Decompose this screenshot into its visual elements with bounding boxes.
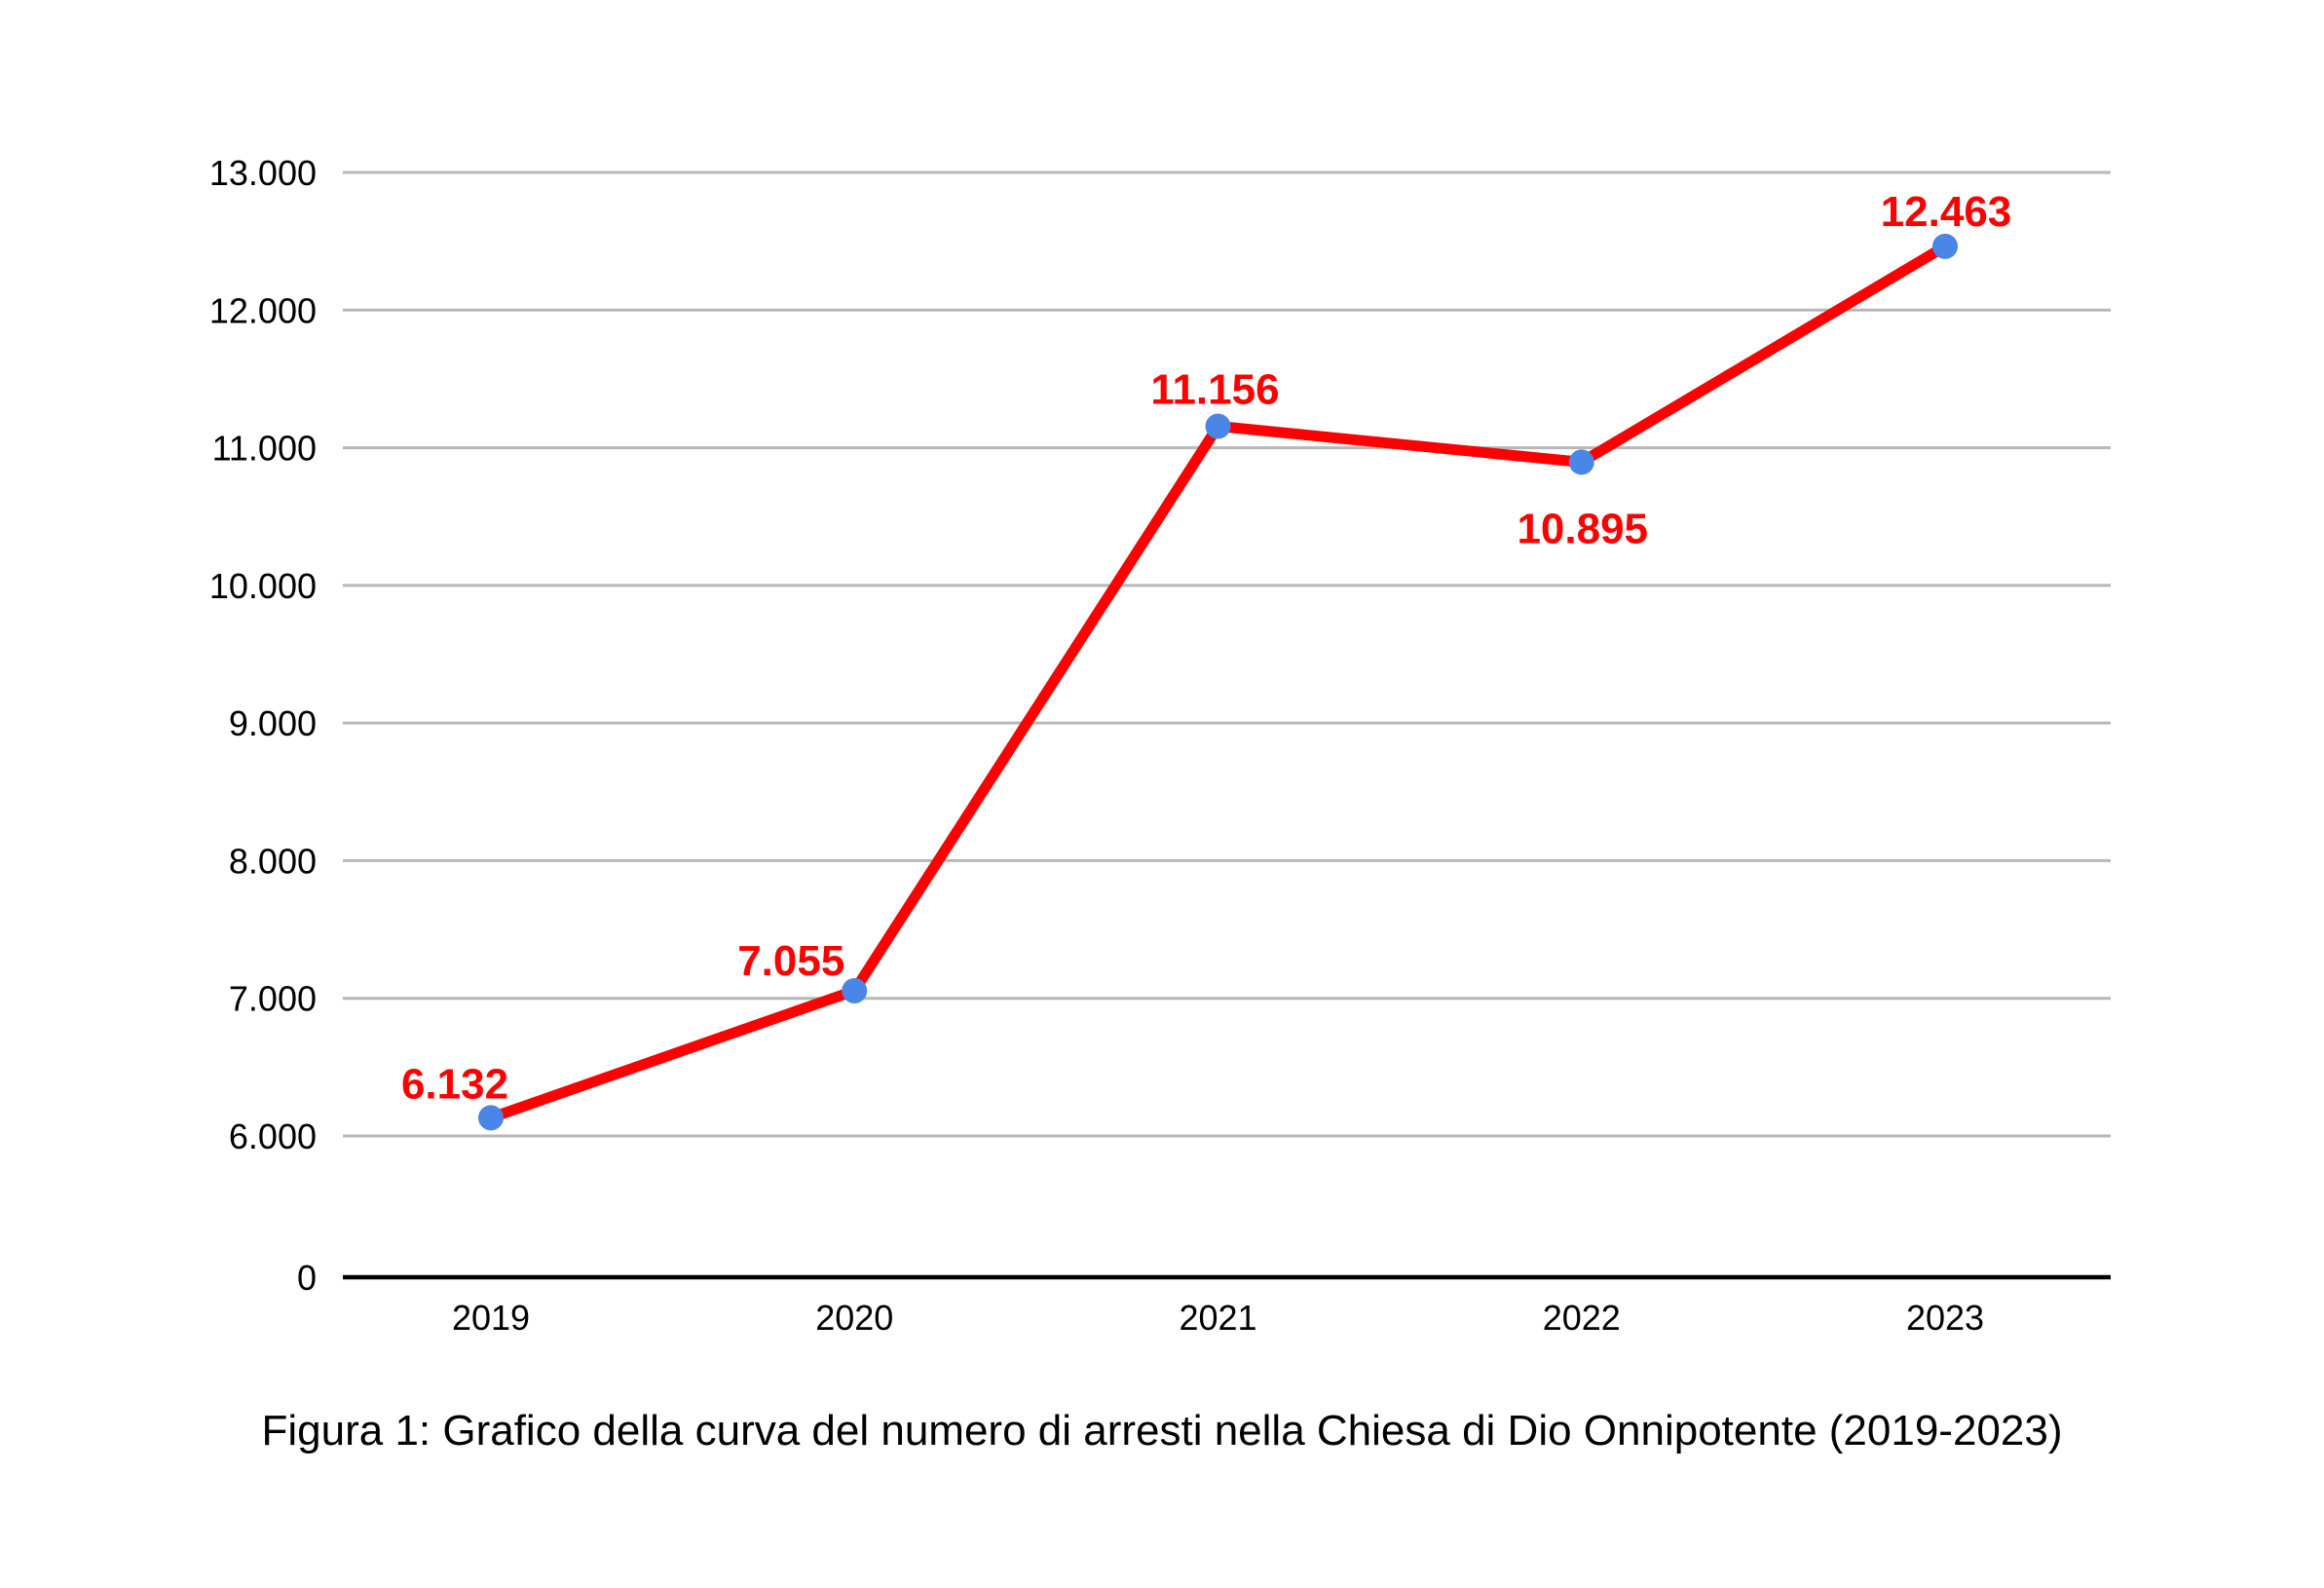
x-tick-label: 2019 xyxy=(452,1298,530,1338)
y-tick-label: 6.000 xyxy=(229,1116,317,1156)
x-tick-label: 2020 xyxy=(815,1298,893,1338)
data-point xyxy=(1205,413,1231,439)
data-point-label: 10.895 xyxy=(1517,505,1648,552)
x-tick-label: 2021 xyxy=(1179,1298,1256,1338)
y-tick-label: 11.000 xyxy=(212,429,317,469)
data-point xyxy=(842,977,868,1003)
y-tick-label: 0 xyxy=(297,1258,317,1298)
data-point-label: 7.055 xyxy=(737,937,844,985)
data-point-label: 6.132 xyxy=(401,1060,508,1108)
data-point xyxy=(1568,449,1594,475)
data-point-label: 12.463 xyxy=(1881,188,2012,236)
y-tick-label: 12.000 xyxy=(209,290,317,330)
y-tick-label: 7.000 xyxy=(229,979,317,1019)
y-tick-label: 9.000 xyxy=(229,703,317,743)
y-tick-label: 10.000 xyxy=(209,566,317,606)
x-tick-label: 2022 xyxy=(1543,1298,1621,1338)
data-point xyxy=(478,1105,504,1131)
data-point-label: 11.156 xyxy=(1150,366,1279,414)
y-tick-label: 13.000 xyxy=(209,153,317,193)
x-tick-label: 2023 xyxy=(1906,1298,1984,1338)
y-tick-label: 8.000 xyxy=(229,841,317,881)
data-point xyxy=(1932,233,1958,259)
figure-caption: Figura 1: Grafico della curva del numero… xyxy=(261,1407,2063,1455)
